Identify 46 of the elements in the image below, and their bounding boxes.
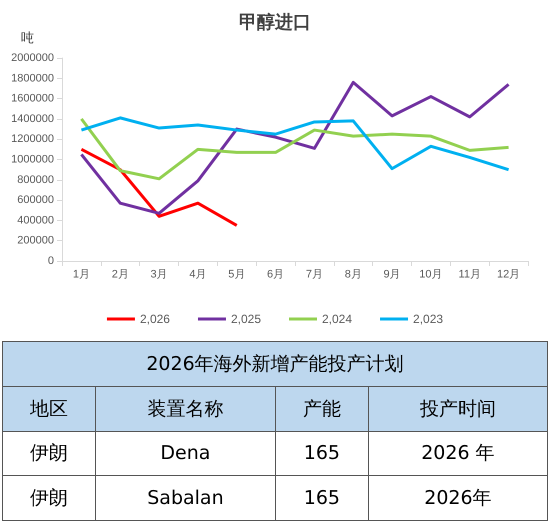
line-series (80, 148, 238, 227)
chart-title: 甲醇进口 (239, 12, 311, 32)
text: Dena (95, 431, 276, 476)
y-tick-label: 200000 (17, 234, 54, 247)
y-tick-label: 400000 (17, 214, 54, 226)
line-series (80, 117, 510, 180)
y-tick-label: 0 (48, 255, 54, 267)
text: 伊朗 (2, 476, 96, 520)
y-tick-label: 1600000 (11, 92, 54, 105)
text: 投产时间 (368, 386, 548, 431)
x-tick-label: 2月 (112, 268, 129, 280)
x-tick-label: 9月 (384, 268, 401, 280)
x-tick-label: 6月 (267, 268, 284, 280)
y-tick-label: 2000000 (11, 52, 54, 64)
y-tick-label: 1200000 (11, 133, 54, 146)
text: 2026年 (368, 476, 548, 520)
text: 165 (275, 476, 368, 520)
text: 2026 年 (368, 431, 548, 476)
x-tick-label: 11月 (458, 268, 481, 280)
line-series (80, 80, 510, 215)
x-tick-label: 10月 (419, 268, 443, 280)
x-tick-label: 3月 (150, 268, 168, 280)
legend-label: 2,025 (230, 312, 262, 326)
y-tick-label: 1400000 (11, 112, 54, 125)
text: 产能 (275, 386, 368, 431)
x-tick-label: 4月 (189, 268, 206, 280)
x-tick-label: 1月 (72, 268, 90, 280)
y-tick-label: 600000 (17, 194, 54, 206)
y-axis-title: 吨 (21, 30, 34, 45)
legend-label: 2,023 (413, 312, 444, 326)
text: 2026年海外新增产能投产计划 (2, 342, 548, 386)
y-tick-label: 800000 (17, 174, 54, 186)
legend-label: 2,024 (322, 312, 352, 326)
x-tick-label: 5月 (228, 268, 246, 280)
x-tick-label: 12月 (496, 268, 520, 280)
legend-label: 2,026 (140, 312, 170, 326)
line-series (80, 116, 510, 172)
y-tick-label: 1800000 (11, 72, 54, 84)
text: 地区 (2, 386, 96, 431)
y-tick-label: 1000000 (11, 154, 54, 166)
x-tick-label: 7月 (306, 268, 323, 280)
text: 伊朗 (2, 431, 96, 476)
text: Sabalan (95, 476, 276, 520)
text: 装置名称 (95, 386, 276, 431)
x-tick-label: 8月 (344, 268, 362, 280)
text: 165 (275, 431, 368, 476)
